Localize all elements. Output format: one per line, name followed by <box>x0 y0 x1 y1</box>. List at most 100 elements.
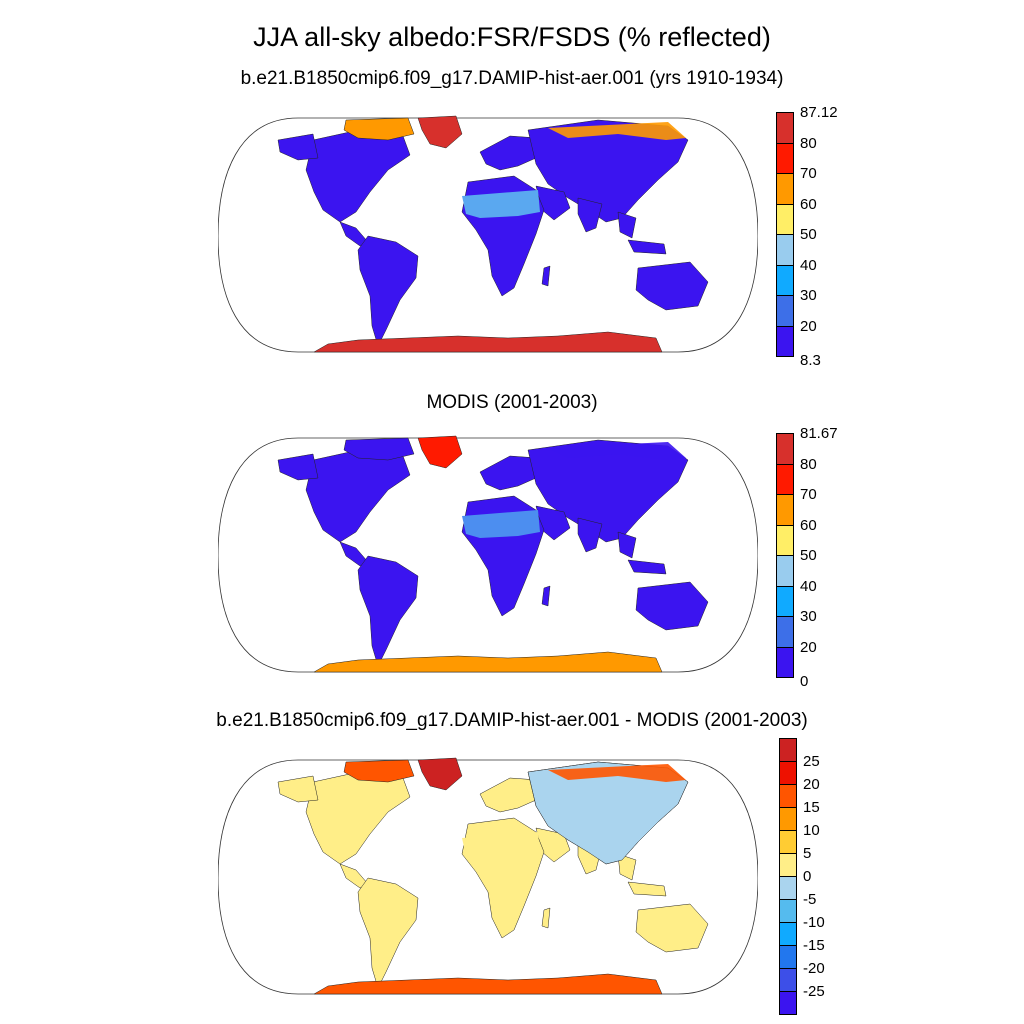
colorbar-tick-label: 0 <box>803 868 812 885</box>
colorbar-swatch <box>776 616 794 648</box>
colorbar-swatch <box>776 142 794 174</box>
colorbar-swatch <box>776 234 794 266</box>
colorbar-swatch <box>779 853 797 877</box>
indonesia-region <box>627 559 667 575</box>
colorbar-swatch <box>776 585 794 617</box>
southeast-asia-region <box>617 211 637 239</box>
south-america-region <box>357 877 419 989</box>
panel-2-subtitle: MODIS (2001-2003) <box>426 392 598 413</box>
colorbar-tick-label: 10 <box>803 822 820 839</box>
arctic-islands-region <box>343 117 415 141</box>
colorbar-swatch <box>779 876 797 900</box>
panel-3-subtitle: b.e21.B1850cmip6.f09_g17.DAMIP-hist-aer.… <box>216 710 808 731</box>
greenland-region <box>417 435 463 469</box>
alaska-region <box>277 133 319 161</box>
colorbar-tick-label: 5 <box>803 845 812 862</box>
colorbar-swatch <box>779 968 797 992</box>
arctic-islands-region <box>343 437 415 461</box>
greenland-region <box>417 115 463 149</box>
colorbar-tick-label: 80 <box>800 134 817 152</box>
colorbar-swatch <box>776 112 794 144</box>
arctic-islands-region <box>343 759 415 783</box>
colorbar-swatch <box>776 463 794 495</box>
colorbar-tick-label: 0 <box>800 673 809 690</box>
southeast-asia-region <box>617 531 637 559</box>
colorbar-tick-label: 87.12 <box>800 104 838 121</box>
colorbar-swatch <box>779 830 797 854</box>
land-layer <box>277 435 709 673</box>
land-layer <box>277 115 709 353</box>
colorbar-swatch <box>779 899 797 923</box>
southeast-asia-region <box>617 853 637 881</box>
indonesia-region <box>627 239 667 255</box>
colorbar-tick-label: -20 <box>803 960 825 977</box>
colorbar-tick-label: 30 <box>800 608 817 625</box>
sahara-region <box>462 832 540 860</box>
colorbar-tick-label: 20 <box>800 638 817 656</box>
figure-title: JJA all-sky albedo:FSR/FSDS (% reflected… <box>253 22 771 52</box>
colorbar-swatch <box>776 295 794 327</box>
antarctica-region <box>313 973 663 995</box>
colorbar-tick-label: -5 <box>803 891 817 908</box>
colorbar-tick-label: 60 <box>800 195 817 213</box>
europe-region <box>479 135 539 171</box>
colorbar-swatch <box>776 494 794 526</box>
colorbar-tick-label: 20 <box>800 317 817 335</box>
europe-region <box>479 777 539 813</box>
colorbar-panel-2: 81.67 80 70 60 50 40 30 20 0 <box>776 425 876 690</box>
europe-region <box>479 455 539 491</box>
colorbar-swatch <box>776 203 794 235</box>
madagascar-region <box>541 907 551 929</box>
map-panel-1 <box>218 115 758 353</box>
colorbar-tick-label: 15 <box>803 799 820 816</box>
colorbar-swatch <box>779 991 797 1015</box>
colorbar-tick-label: 30 <box>800 287 817 304</box>
colorbar-tick-label: 20 <box>803 776 820 793</box>
colorbar-swatch <box>776 173 794 205</box>
colorbar-tick-label: -10 <box>803 914 825 931</box>
colorbar-swatch <box>776 433 794 465</box>
arctic-rim-region <box>548 122 686 140</box>
sahara-region <box>462 510 540 538</box>
map-panel-2 <box>218 435 758 673</box>
colorbar-swatch <box>779 784 797 808</box>
land-layer <box>277 757 709 995</box>
colorbar-tick-label: 60 <box>800 516 817 534</box>
colorbar-swatch <box>779 738 797 762</box>
colorbar-tick-label: -15 <box>803 937 825 954</box>
colorbar-tick-label: 40 <box>800 256 817 274</box>
arctic-rim-region <box>548 442 686 460</box>
colorbar-swatch <box>776 555 794 587</box>
sahara-region <box>462 190 540 218</box>
greenland-region <box>417 757 463 791</box>
colorbar-swatch <box>776 325 794 357</box>
indonesia-region <box>627 881 667 897</box>
madagascar-region <box>541 265 551 287</box>
australia-region <box>635 261 709 311</box>
alaska-region <box>277 453 319 481</box>
south-america-region <box>357 235 419 347</box>
colorbar-tick-label: 80 <box>800 455 817 473</box>
colorbar-swatch <box>779 761 797 785</box>
india-region <box>577 197 603 233</box>
colorbar-swatch <box>779 922 797 946</box>
colorbar-tick-label: 50 <box>800 547 817 564</box>
alaska-region <box>277 775 319 803</box>
arctic-rim-region <box>548 764 686 782</box>
colorbar-tick-label: -25 <box>803 983 825 1000</box>
colorbar-swatch <box>779 807 797 831</box>
colorbar-tick-label: 40 <box>800 577 817 595</box>
madagascar-region <box>541 585 551 607</box>
colorbar-tick-label: 70 <box>800 486 817 503</box>
colorbar-swatch <box>776 524 794 556</box>
colorbar-panel-1: 87.12 80 70 60 50 40 30 20 8.3 <box>776 104 876 369</box>
antarctica-region <box>313 651 663 673</box>
panel-1-subtitle: b.e21.B1850cmip6.f09_g17.DAMIP-hist-aer.… <box>240 68 784 89</box>
colorbar-swatch <box>779 945 797 969</box>
colorbar-tick-label: 50 <box>800 226 817 243</box>
colorbar-tick-label: 70 <box>800 165 817 182</box>
india-region <box>577 517 603 553</box>
colorbar-swatch <box>776 264 794 296</box>
colorbar-tick-label: 81.67 <box>800 425 838 442</box>
colorbar-panel-3: 25 20 15 10 5 0 -5 -10 -15 -20 -25 <box>779 738 879 1015</box>
